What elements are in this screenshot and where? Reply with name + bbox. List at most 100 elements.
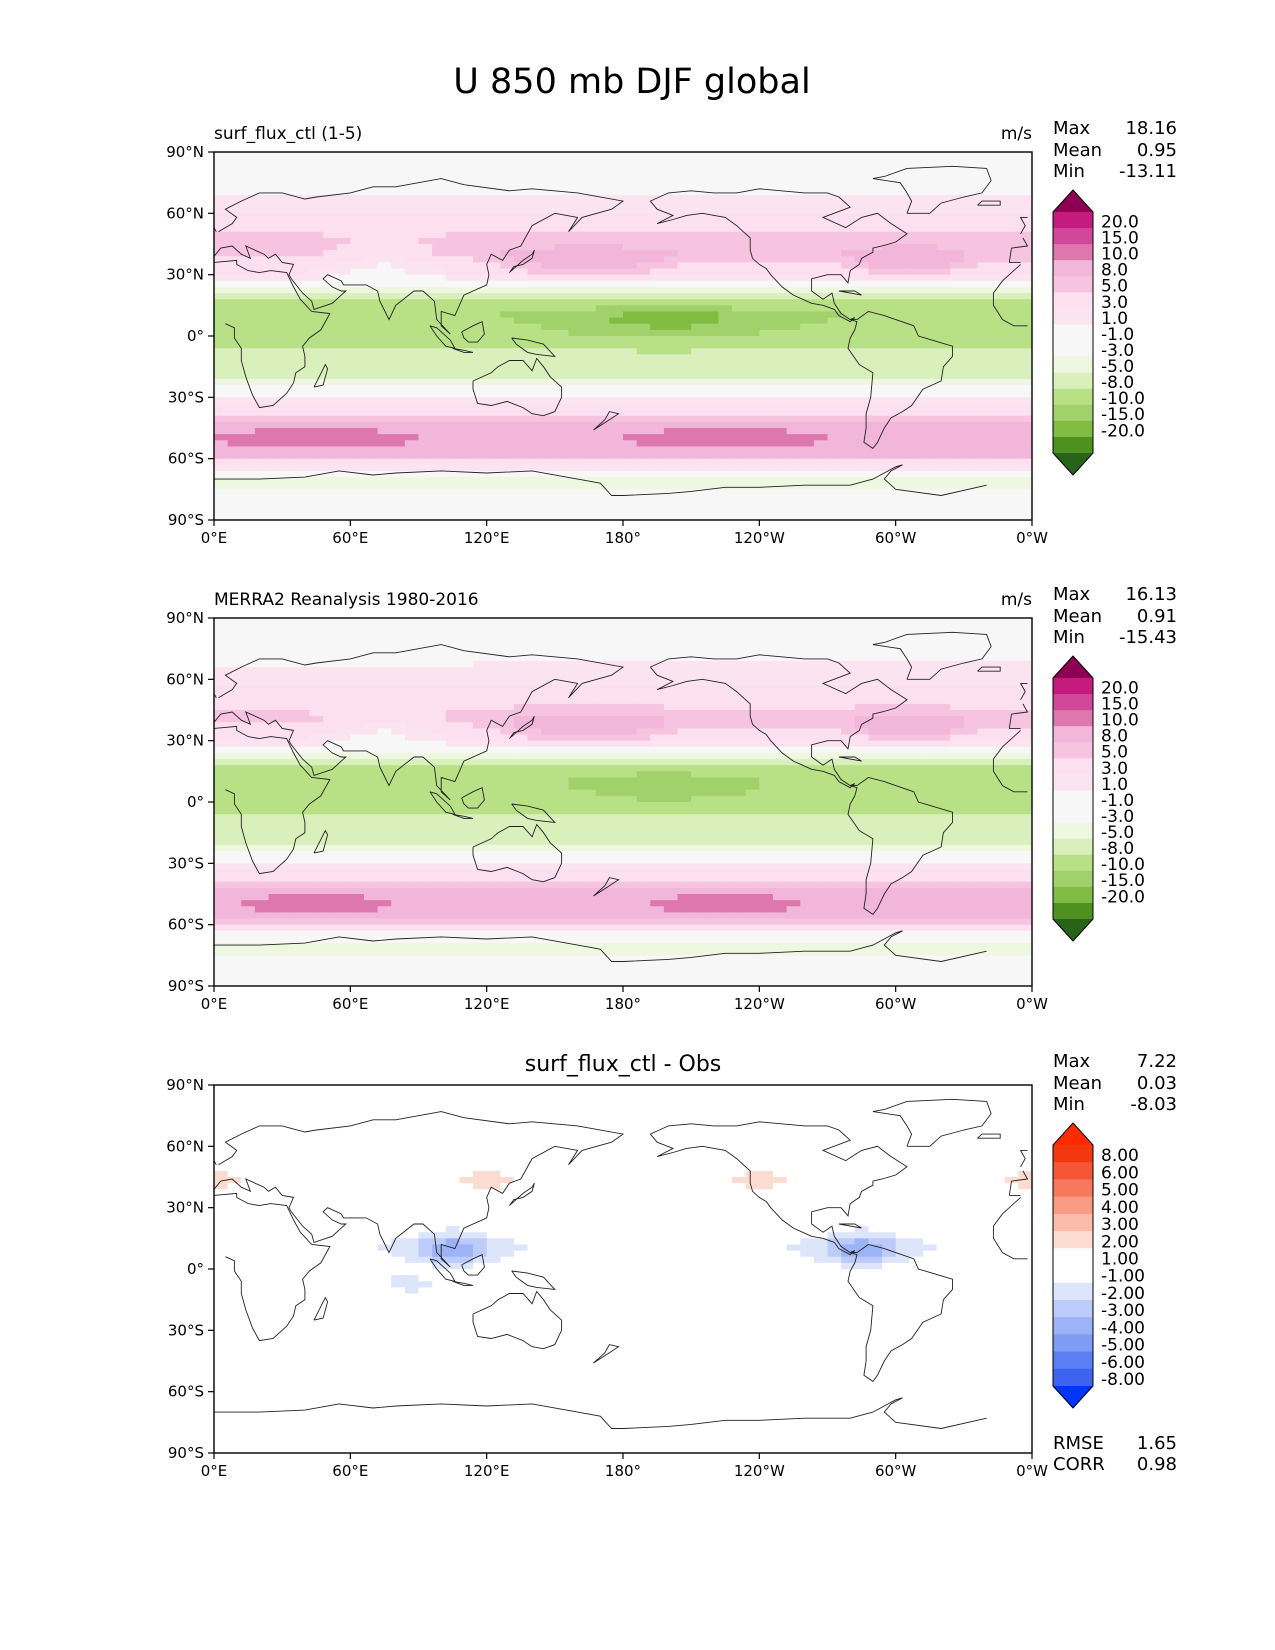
heatmap-cell xyxy=(991,342,1006,349)
heatmap-cell xyxy=(309,391,324,398)
heatmap-cell xyxy=(254,740,270,748)
heatmap-cell xyxy=(623,654,638,662)
heatmap-cell xyxy=(963,495,979,503)
heatmap-cell xyxy=(691,188,706,196)
heatmap-cell xyxy=(254,244,270,251)
heatmap-cell xyxy=(745,691,760,699)
heatmap-cell xyxy=(772,348,788,355)
heatmap-cell xyxy=(636,152,651,159)
heatmap-cell xyxy=(214,262,229,270)
heatmap-cell xyxy=(677,201,692,208)
heatmap-cell xyxy=(527,507,542,515)
heatmap-cell xyxy=(500,636,515,644)
heatmap-cell xyxy=(323,336,338,343)
heatmap-cell xyxy=(854,164,869,171)
heatmap-cell xyxy=(991,268,1006,276)
heatmap-cell xyxy=(623,225,638,233)
heatmap-cell xyxy=(922,446,938,454)
heatmap-cell xyxy=(895,483,910,490)
heatmap-cell xyxy=(854,280,869,288)
heatmap-cell xyxy=(554,329,570,337)
heatmap-cell xyxy=(295,654,311,662)
heatmap-cell xyxy=(977,495,992,503)
heatmap-cell xyxy=(214,470,229,478)
map-field-obs xyxy=(214,618,1032,986)
heatmap-cell xyxy=(922,434,938,441)
heatmap-cell xyxy=(950,648,965,656)
heatmap-cell xyxy=(295,152,311,159)
heatmap-cell xyxy=(418,164,433,171)
heatmap-cell xyxy=(1004,164,1019,171)
heatmap-cell xyxy=(568,636,583,644)
heatmap-cell xyxy=(936,268,951,276)
heatmap-cell xyxy=(991,446,1006,454)
heatmap-cell xyxy=(486,728,501,736)
heatmap-cell xyxy=(214,207,229,214)
heatmap-cell xyxy=(909,372,924,380)
heatmap-cell xyxy=(227,415,242,423)
heatmap-cell xyxy=(541,434,556,441)
heatmap-cell xyxy=(432,691,447,699)
heatmap-cell xyxy=(772,194,788,202)
heatmap-cell xyxy=(623,219,638,227)
heatmap-cell xyxy=(418,446,433,454)
heatmap-cell xyxy=(800,262,815,270)
heatmap-cell xyxy=(745,268,760,276)
heatmap-cell xyxy=(268,207,283,214)
heatmap-cell xyxy=(404,501,420,509)
heatmap-cell xyxy=(1004,654,1019,662)
heatmap-cell xyxy=(650,182,665,190)
heatmap-cell xyxy=(214,618,229,625)
heatmap-cell xyxy=(623,734,638,742)
heatmap-cell xyxy=(909,274,924,282)
heatmap-cell xyxy=(473,685,488,693)
heatmap-cell xyxy=(963,372,979,380)
heatmap-cell xyxy=(323,495,338,503)
heatmap-cell xyxy=(391,286,406,294)
heatmap-cell xyxy=(691,164,706,171)
heatmap-cell xyxy=(350,219,365,227)
heatmap-cell xyxy=(295,311,311,319)
heatmap-cell xyxy=(963,722,979,729)
heatmap-cell xyxy=(718,710,733,717)
heatmap-cell xyxy=(977,660,992,668)
heatmap-cell xyxy=(759,495,774,503)
heatmap-cell xyxy=(554,244,570,251)
heatmap-cell xyxy=(882,624,897,631)
heatmap-cell xyxy=(977,188,992,196)
heatmap-cell xyxy=(391,207,406,214)
heatmap-cell xyxy=(609,158,624,165)
heatmap-cell xyxy=(704,624,720,631)
heatmap-cell xyxy=(841,237,856,245)
heatmap-cell xyxy=(595,182,610,190)
heatmap-cell xyxy=(759,219,774,227)
heatmap-cell xyxy=(636,311,651,319)
heatmap-cell xyxy=(1004,403,1019,411)
heatmap-cell xyxy=(1018,164,1032,171)
heatmap-cell xyxy=(623,691,638,699)
x-tick-label: 0°W xyxy=(1016,529,1048,547)
heatmap-cell xyxy=(268,348,283,355)
heatmap-cell xyxy=(432,489,447,497)
heatmap-cell xyxy=(486,250,501,257)
heatmap-cell xyxy=(268,231,283,239)
heatmap-cell xyxy=(309,385,324,392)
heatmap-cell xyxy=(445,317,460,325)
heatmap-cell xyxy=(936,366,951,374)
heatmap-cell xyxy=(377,293,392,300)
heatmap-cell xyxy=(595,489,610,497)
heatmap-cell xyxy=(595,618,610,625)
heatmap-cell xyxy=(513,660,529,668)
heatmap-cell xyxy=(868,152,883,159)
heatmap-cell xyxy=(772,728,788,736)
heatmap-cell xyxy=(895,262,910,270)
heatmap-cell xyxy=(650,176,665,184)
heatmap-cell xyxy=(500,697,515,705)
heatmap-cell xyxy=(227,360,242,368)
heatmap-cell xyxy=(718,685,733,693)
heatmap-cell xyxy=(350,501,365,509)
heatmap-cell xyxy=(936,507,951,515)
heatmap-cell xyxy=(486,458,501,466)
heatmap-cell xyxy=(404,642,420,650)
heatmap-cell xyxy=(363,250,379,257)
